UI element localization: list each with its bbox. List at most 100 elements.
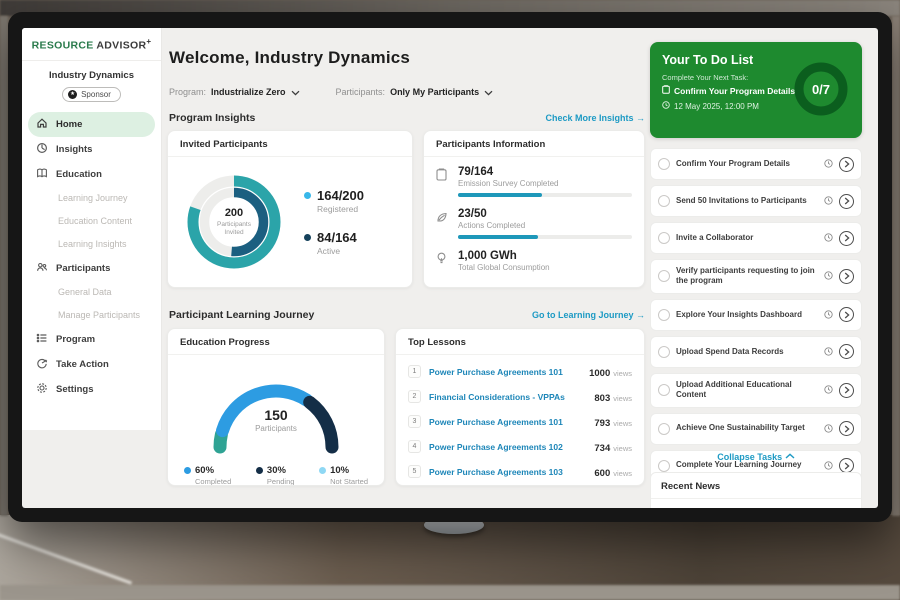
participants-information-card: Participants Information 79/164 Emission… xyxy=(423,130,645,288)
sidebar-item-learning-insights[interactable]: Learning Insights xyxy=(58,239,127,249)
check-more-insights-link[interactable]: Check More Insights → xyxy=(545,113,645,123)
donut-chart: 200 Participants Invited xyxy=(174,162,294,282)
sidebar-item-education[interactable]: Education xyxy=(22,162,161,187)
task-checkbox[interactable] xyxy=(658,232,670,244)
legend-label: Pending xyxy=(266,477,295,486)
task-open-button[interactable] xyxy=(839,156,854,172)
sidebar-item-label: Settings xyxy=(56,383,94,395)
participants-select[interactable]: Participants: Only My Participants xyxy=(336,83,494,101)
legend-dot-navy xyxy=(255,467,263,474)
task-open-button[interactable] xyxy=(839,193,854,209)
go-to-learning-journey-link[interactable]: Go to Learning Journey → xyxy=(531,310,645,320)
task-label: Invite a Collaborator xyxy=(676,232,754,242)
task-open-button[interactable] xyxy=(839,230,854,246)
lesson-row: 1 Power Purchase Agreements 101 1000 view… xyxy=(408,359,632,384)
actions-icon xyxy=(436,208,450,239)
task-open-button[interactable] xyxy=(839,307,854,323)
participant-stats: 79/164 Emission Survey Completed 23/50 A… xyxy=(424,157,644,272)
gauge-center-value: 150 xyxy=(264,407,288,423)
legend-value: 30% xyxy=(266,465,286,476)
todo-task-row[interactable]: Explore Your Insights Dashboard xyxy=(650,298,862,331)
logo-secondary: ADVISOR xyxy=(96,39,147,52)
clock-icon xyxy=(824,306,833,324)
donut-center-value: 200 xyxy=(224,206,244,219)
sidebar-item-participants[interactable]: Participants xyxy=(22,256,161,281)
task-label: Upload Spend Data Records xyxy=(676,346,784,356)
lesson-views: 1000 xyxy=(589,367,611,379)
chevron-down-icon xyxy=(291,83,300,101)
card-title: Top Lessons xyxy=(396,329,644,355)
progress-track xyxy=(458,235,632,239)
task-checkbox[interactable] xyxy=(658,345,670,358)
todo-task-row[interactable]: Invite a Collaborator xyxy=(650,222,862,254)
card-title: Participants Information xyxy=(424,131,644,157)
lesson-link[interactable]: Power Purchase Agreements 101 xyxy=(429,416,563,427)
settings-icon xyxy=(36,382,48,397)
legend-item-not-started: 10% Not Started xyxy=(319,465,368,486)
todo-progress-ring: 0/7 xyxy=(790,58,852,120)
donut-center: 200 Participants Invited xyxy=(174,162,294,282)
sidebar-item-settings[interactable]: Settings xyxy=(22,377,161,402)
task-checkbox[interactable] xyxy=(658,422,670,435)
task-checkbox[interactable] xyxy=(658,195,670,207)
participants-select-value: Only My Participants xyxy=(390,87,480,97)
collapse-tasks-link[interactable]: Collapse Tasks xyxy=(650,452,862,462)
lesson-rank: 4 xyxy=(408,440,421,453)
task-open-button[interactable] xyxy=(839,344,854,360)
task-checkbox[interactable] xyxy=(658,270,670,283)
participants-select-label: Participants: xyxy=(335,87,386,97)
invited-participants-card: Invited Participants 200 Participants In… xyxy=(167,130,413,288)
todo-task-row[interactable]: Upload Spend Data Records xyxy=(650,335,862,368)
clock-icon xyxy=(824,229,833,247)
task-checkbox[interactable] xyxy=(658,308,670,321)
lesson-link[interactable]: Financial Considerations - VPPAs xyxy=(429,391,565,402)
todo-task-row[interactable]: Confirm Your Program Details xyxy=(650,148,862,180)
task-open-button[interactable] xyxy=(839,268,854,284)
sidebar-item-education-content[interactable]: Education Content xyxy=(58,216,133,226)
background-left xyxy=(0,16,8,516)
legend-item-active: 84/164 Active xyxy=(304,230,364,256)
views-label: views xyxy=(613,468,632,478)
todo-task-row[interactable]: Send 50 Invitations to Participants xyxy=(650,185,862,217)
stat-global-consumption: 1,000 GWh Total Global Consumption xyxy=(436,250,632,272)
progress-track xyxy=(458,193,632,197)
task-checkbox[interactable] xyxy=(658,384,670,397)
task-checkbox[interactable] xyxy=(658,158,670,170)
task-open-button[interactable] xyxy=(839,421,854,437)
sponsor-label: Sponsor xyxy=(81,89,111,99)
learning-journey-header: Participant Learning Journey Go to Learn… xyxy=(169,309,645,321)
todo-task-row[interactable]: Upload Additional Educational Content xyxy=(650,372,862,408)
stat-label: Total Global Consumption xyxy=(458,263,550,272)
lesson-link[interactable]: Power Purchase Agreements 101 xyxy=(429,366,563,377)
legend-label: Not Started xyxy=(330,477,368,486)
task-open-button[interactable] xyxy=(839,458,854,474)
task-label: Complete Your Learning Journey xyxy=(676,460,802,470)
sidebar-item-general-data[interactable]: General Data xyxy=(58,287,112,297)
lesson-row: 3 Power Purchase Agreements 101 793 views xyxy=(408,409,632,434)
gauge-chart: 150 Participants xyxy=(196,363,356,455)
sidebar-item-program[interactable]: Program xyxy=(22,327,161,352)
sponsor-icon: ★ xyxy=(68,89,78,99)
lesson-link[interactable]: Power Purchase Agreements 102 xyxy=(429,441,563,452)
task-checkbox[interactable] xyxy=(658,459,670,472)
todo-task-row[interactable]: Verify participants requesting to join t… xyxy=(650,259,862,294)
clock-icon xyxy=(824,343,833,361)
card-title: Education Progress xyxy=(168,329,384,355)
sidebar-item-manage-participants[interactable]: Manage Participants xyxy=(58,310,141,320)
sidebar-item-take-action[interactable]: Take Action xyxy=(22,352,161,377)
task-open-button[interactable] xyxy=(839,382,854,398)
clock-icon xyxy=(824,381,833,399)
program-select[interactable]: Program: Industrialize Zero xyxy=(169,83,300,101)
lesson-link[interactable]: Power Purchase Agreements 103 xyxy=(429,466,563,477)
sidebar-item-insights[interactable]: Insights xyxy=(22,137,161,162)
views-label: views xyxy=(613,368,632,378)
sidebar-item-label: Program xyxy=(56,333,96,345)
todo-task-row[interactable]: Achieve One Sustainability Target xyxy=(650,412,862,445)
section-title: Program Insights xyxy=(169,112,256,124)
sidebar-item-home[interactable]: Home xyxy=(28,111,155,137)
legend-item-registered: 164/200 Registered xyxy=(304,188,364,214)
sidebar-item-learning-journey[interactable]: Learning Journey xyxy=(58,193,128,203)
lesson-views: 734 xyxy=(594,442,611,454)
legend-label: Registered xyxy=(317,204,359,214)
clock-icon xyxy=(824,267,833,285)
